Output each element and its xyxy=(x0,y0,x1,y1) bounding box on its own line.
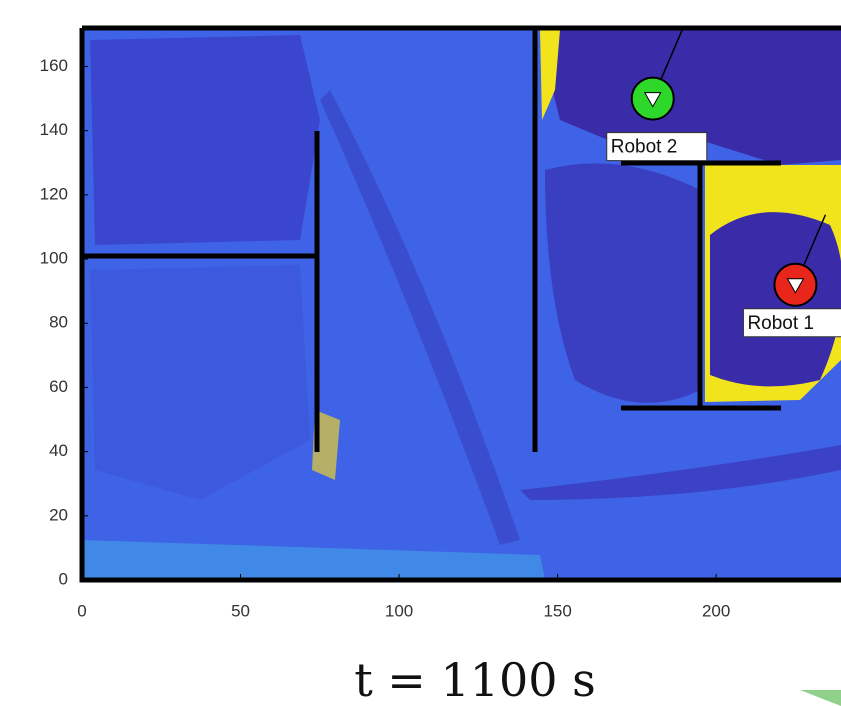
y-tick-label: 140 xyxy=(40,120,68,139)
robot-label: Robot 1 xyxy=(747,313,814,334)
y-tick-label: 60 xyxy=(49,377,68,396)
robot-label: Robot 2 xyxy=(611,137,678,158)
caption: t = 1100 s xyxy=(354,653,596,706)
y-tick-label: 160 xyxy=(40,56,68,75)
y-tick-label: 100 xyxy=(40,249,68,268)
decoration xyxy=(800,690,841,706)
coverage-map xyxy=(82,28,841,580)
y-tick-label: 120 xyxy=(40,184,68,203)
y-tick-label: 40 xyxy=(49,441,68,460)
y-tick-label: 20 xyxy=(49,505,68,524)
x-tick-label: 0 xyxy=(77,601,86,620)
x-tick-label: 50 xyxy=(231,601,250,620)
x-tick-label: 200 xyxy=(702,601,730,620)
x-tick-label: 150 xyxy=(543,601,571,620)
x-tick-label: 100 xyxy=(385,601,413,620)
y-tick-label: 0 xyxy=(59,569,68,588)
chart: t = 1100 s 0 50 100 150 200 0 20 40 60 80 100 120 14… xyxy=(0,0,841,706)
y-tick-label: 80 xyxy=(49,313,68,332)
